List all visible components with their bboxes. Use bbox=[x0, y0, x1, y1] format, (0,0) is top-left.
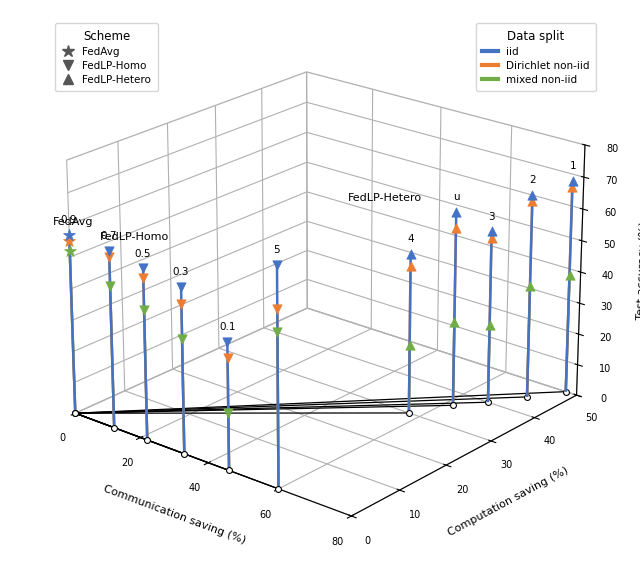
Y-axis label: Computation saving (%): Computation saving (%) bbox=[447, 465, 570, 538]
X-axis label: Communication saving (%): Communication saving (%) bbox=[102, 484, 247, 545]
Legend: iid, Dirichlet non-iid, mixed non-iid: iid, Dirichlet non-iid, mixed non-iid bbox=[476, 24, 596, 92]
